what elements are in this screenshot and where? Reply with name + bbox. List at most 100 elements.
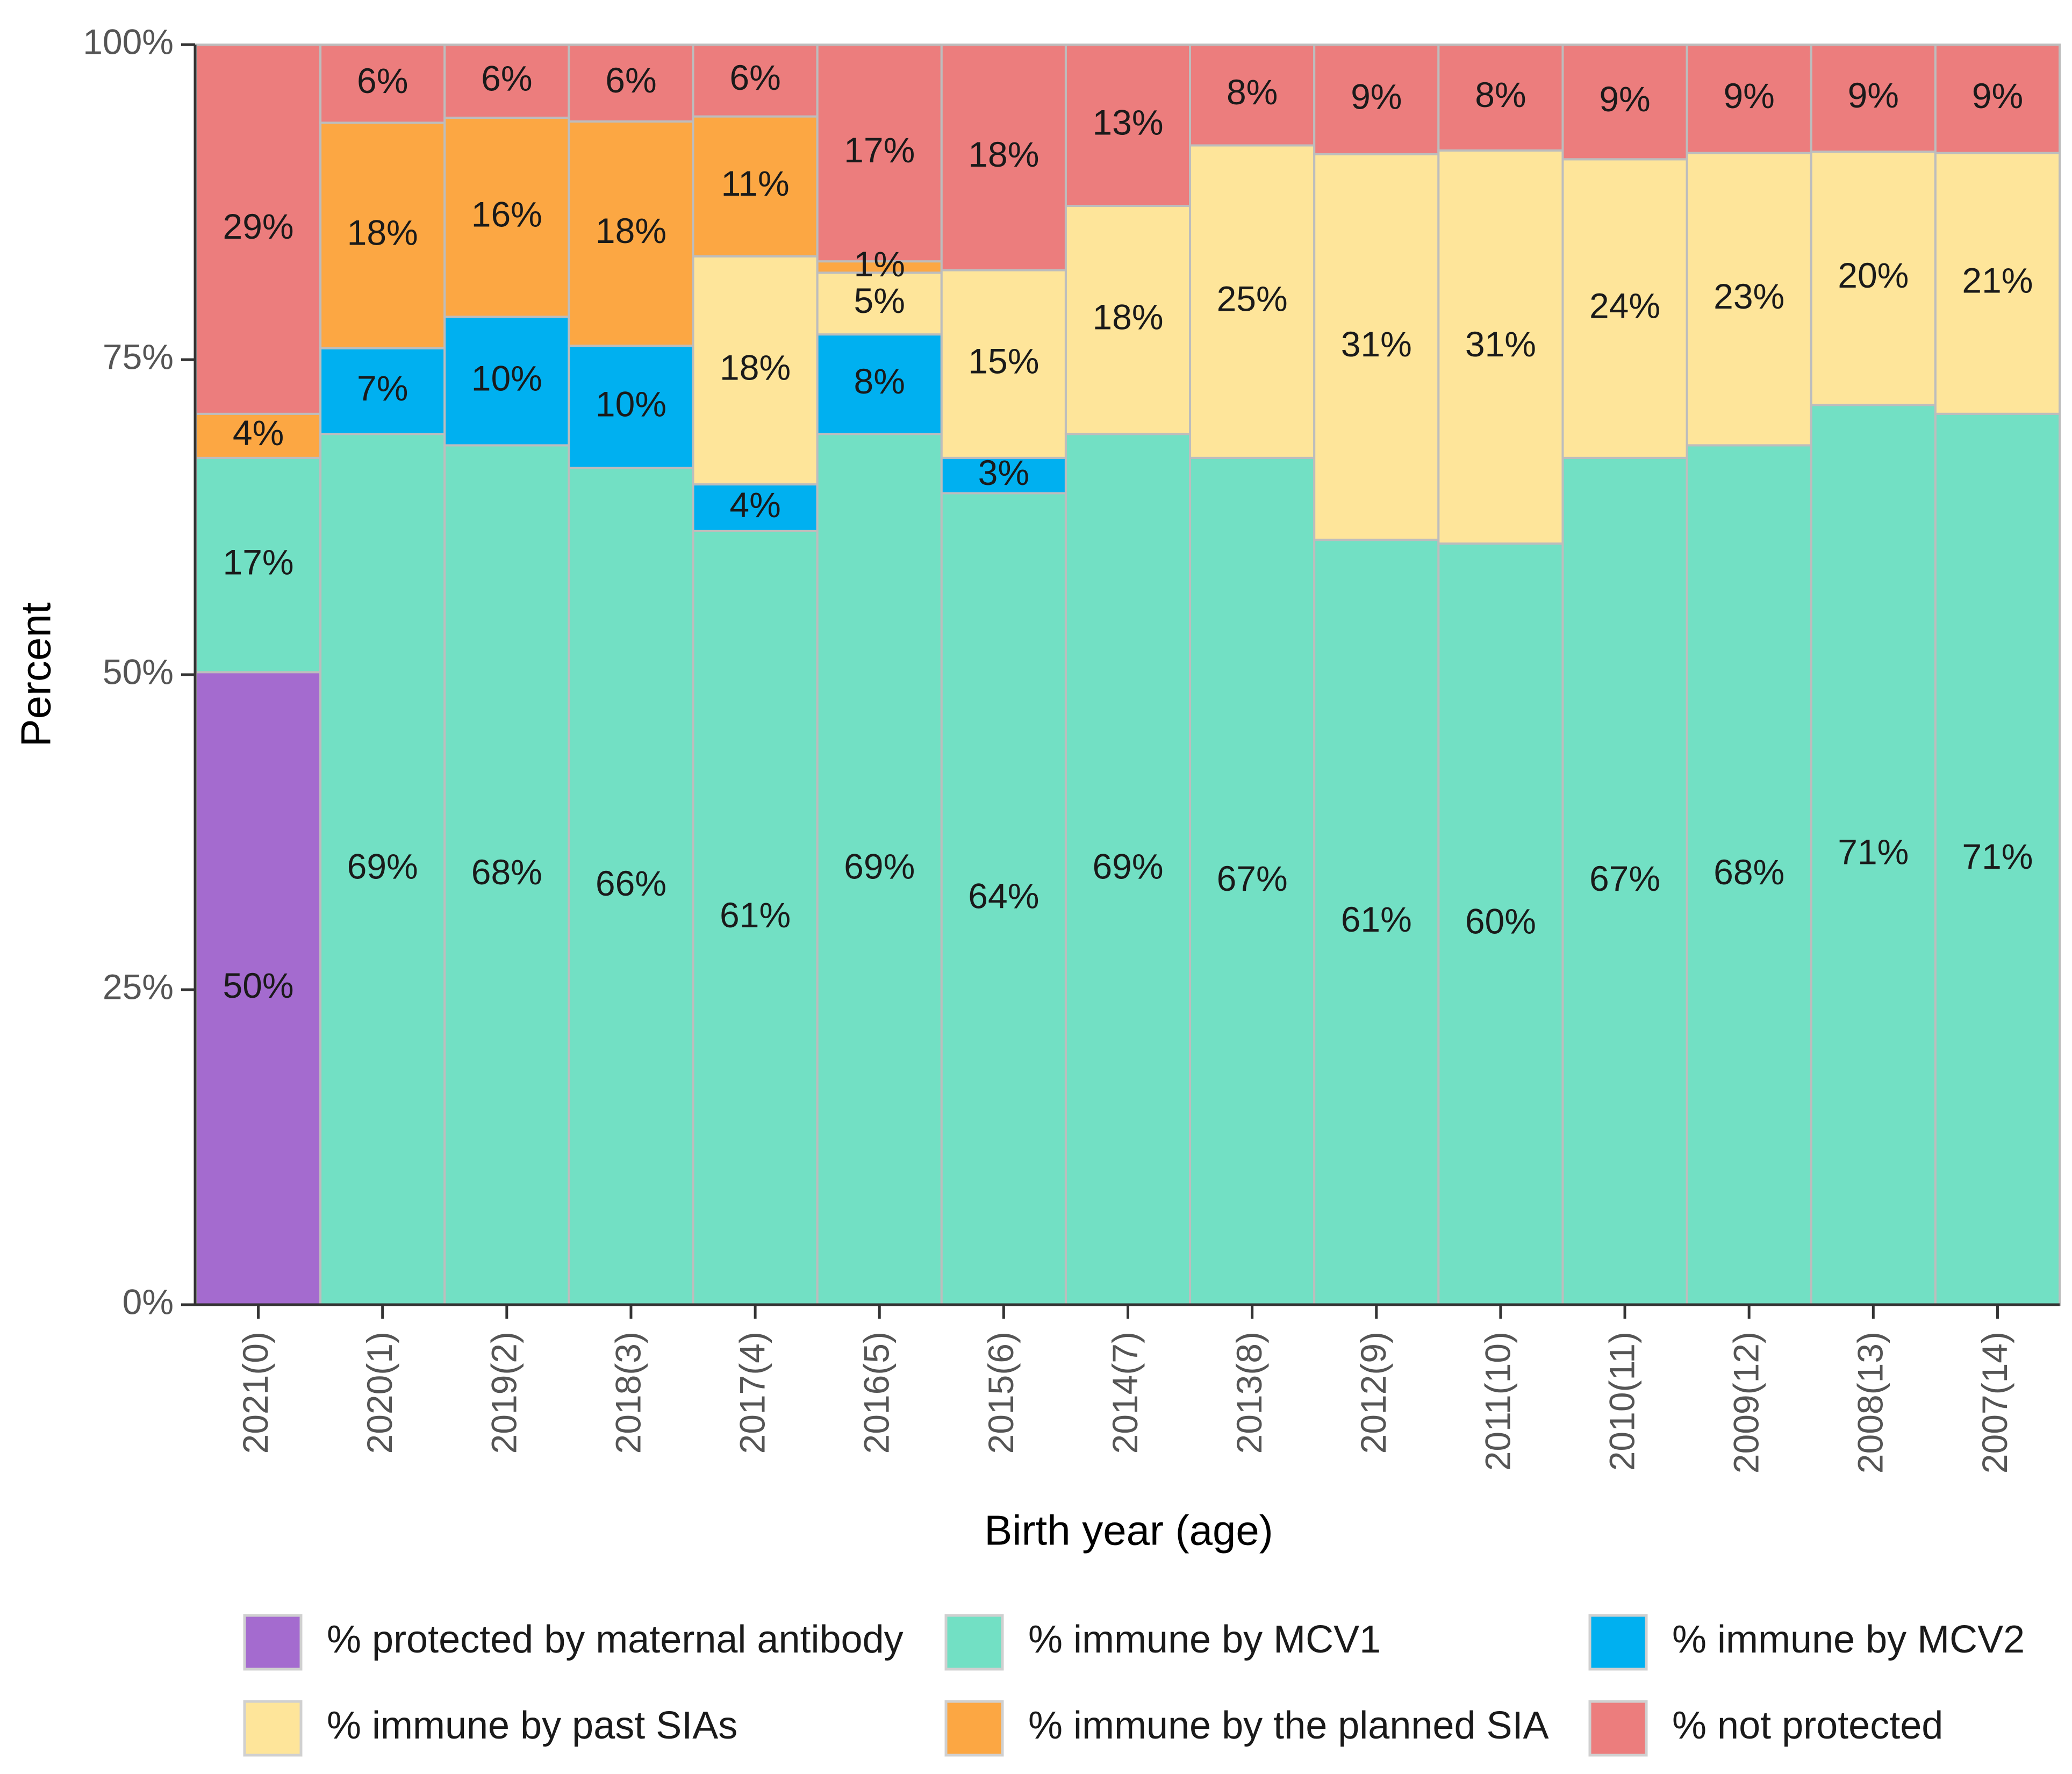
bar-segment-immune-by-mcv1-11 xyxy=(1561,456,1688,1306)
legend-swatch-immune-by-the-planned-sia xyxy=(944,1700,1004,1757)
bar-label-not-protected-11: 9% xyxy=(1599,79,1650,119)
x-tick-label-6: 2015(6) xyxy=(981,1332,1021,1454)
bar-segment-not-protected-0 xyxy=(195,44,322,415)
bar-segment-immune-by-mcv2-2 xyxy=(443,316,570,447)
bar-segment-not-protected-11 xyxy=(1561,44,1688,161)
bar-segment-immune-by-past-sias-12 xyxy=(1686,152,1812,447)
bar-segment-not-protected-4 xyxy=(692,44,819,118)
y-axis: 0% 25% 50% 75% 100% xyxy=(83,22,197,1321)
x-tick-label-12: 2009(12) xyxy=(1726,1332,1766,1473)
bar-label-immune-by-mcv1-4: 61% xyxy=(720,895,791,935)
bar-label-immune-by-past-sias-9: 31% xyxy=(1341,324,1412,364)
bar-label-immune-by-the-planned-sia-2: 16% xyxy=(471,195,542,234)
bar-label-immune-by-mcv1-5: 69% xyxy=(844,847,915,886)
bar-segment-not-protected-3 xyxy=(568,44,694,123)
bar-segment-not-protected-13 xyxy=(1810,44,1937,153)
bar-segment-immune-by-mcv1-8 xyxy=(1189,456,1316,1306)
bar-label-immune-by-mcv1-3: 66% xyxy=(596,863,666,903)
bar-label-not-protected-13: 9% xyxy=(1848,75,1899,115)
bar-label-immune-by-mcv2-3: 10% xyxy=(596,384,666,424)
bar-segment-immune-by-the-planned-sia-1 xyxy=(319,121,446,349)
bar-label-immune-by-mcv1-2: 68% xyxy=(471,852,542,892)
bar-label-immune-by-mcv2-2: 10% xyxy=(471,358,542,398)
bar-label-not-protected-4: 6% xyxy=(729,58,780,97)
bar-label-immune-by-mcv1-9: 61% xyxy=(1341,899,1412,939)
x-tick-label-10: 2011(10) xyxy=(1478,1332,1517,1471)
bar-label-not-protected-9: 9% xyxy=(1351,76,1402,116)
x-tick-label-3: 2018(3) xyxy=(608,1332,648,1454)
bar-segment-immune-by-mcv1-10 xyxy=(1437,542,1564,1306)
bar-label-immune-by-mcv1-6: 64% xyxy=(968,876,1039,916)
x-tick-label-0: 2021(0) xyxy=(235,1332,275,1454)
bar-label-immune-by-mcv2-1: 7% xyxy=(357,368,408,408)
bar-label-immune-by-past-sias-11: 24% xyxy=(1589,286,1660,326)
bar-segment-immune-by-past-sias-4 xyxy=(692,255,819,486)
bar-label-not-protected-12: 9% xyxy=(1723,76,1774,116)
x-tick-label-2: 2019(2) xyxy=(484,1332,524,1454)
bar-label-immune-by-mcv1-13: 71% xyxy=(1838,832,1909,872)
bar-segment-not-protected-14 xyxy=(1934,44,2061,154)
x-tick-label-13: 2008(13) xyxy=(1851,1332,1890,1473)
bar-segment-not-protected-6 xyxy=(940,44,1067,271)
bar-label-immune-by-the-planned-sia-0: 4% xyxy=(233,413,284,453)
legend-label-immune-by-mcv2: % immune by MCV2 xyxy=(1672,1618,2025,1661)
bar-segment-immune-by-past-sias-9 xyxy=(1313,153,1440,541)
bar-label-not-protected-2: 6% xyxy=(481,58,532,98)
bar-segment-not-protected-1 xyxy=(319,44,446,124)
x-axis: 2021(0) 2020(1) 2019(2) 2018(3) 2017(4) 2016(… xyxy=(195,1303,2060,1473)
bar-label-immune-by-the-planned-sia-5: 1% xyxy=(854,244,905,284)
bar-segment-not-protected-2 xyxy=(443,44,570,119)
bar-label-immune-by-past-sias-4: 18% xyxy=(720,347,791,387)
bar-label-not-protected-8: 8% xyxy=(1227,72,1278,112)
legend-swatch-immune-by-past-sias xyxy=(243,1700,303,1757)
bar-label-immune-by-mcv1-0: 17% xyxy=(223,542,294,582)
bar-segment-immune-by-mcv1-0 xyxy=(195,456,322,674)
bar-segment-immune-by-mcv1-14 xyxy=(1934,412,2061,1306)
bar-label-immune-by-past-sias-8: 25% xyxy=(1217,279,1288,319)
bar-segment-protected-by-maternal-antibody-0 xyxy=(195,671,322,1306)
x-tick-label-4: 2017(4) xyxy=(733,1332,772,1454)
bars-layer xyxy=(195,44,2061,1306)
bar-label-immune-by-past-sias-10: 31% xyxy=(1465,324,1536,364)
bar-label-protected-by-maternal-antibody-0: 50% xyxy=(223,965,294,1005)
bar-segment-immune-by-mcv1-3 xyxy=(568,467,694,1306)
legend-label-protected-by-maternal-antibody: % protected by maternal antibody xyxy=(327,1618,904,1661)
x-tick-label-7: 2014(7) xyxy=(1105,1332,1145,1454)
y-axis-title: Percent xyxy=(12,602,60,747)
bar-label-immune-by-mcv1-8: 67% xyxy=(1217,859,1288,898)
x-tick-label-8: 2013(8) xyxy=(1229,1332,1269,1454)
bar-label-immune-by-the-planned-sia-3: 18% xyxy=(596,211,666,251)
legend-swatch-immune-by-mcv2 xyxy=(1588,1614,1648,1671)
legend-label-immune-by-the-planned-sia: % immune by the planned SIA xyxy=(1028,1704,1549,1747)
bar-segment-immune-by-mcv2-5 xyxy=(816,333,943,435)
bar-segment-not-protected-10 xyxy=(1437,44,1564,152)
legend-swatch-immune-by-mcv1 xyxy=(944,1614,1004,1671)
bar-label-immune-by-mcv1-11: 67% xyxy=(1589,859,1660,898)
x-tick-label-1: 2020(1) xyxy=(360,1332,399,1454)
bar-segment-immune-by-mcv1-6 xyxy=(940,492,1067,1306)
legend-swatch-not-protected xyxy=(1588,1700,1648,1757)
bar-label-immune-by-past-sias-12: 23% xyxy=(1713,276,1784,316)
bar-label-immune-by-mcv1-10: 60% xyxy=(1465,902,1536,941)
bar-segment-immune-by-past-sias-7 xyxy=(1064,205,1192,435)
bar-segment-immune-by-the-planned-sia-4 xyxy=(692,115,819,257)
x-tick-label-11: 2010(11) xyxy=(1602,1332,1641,1471)
y-tick-label-3: 75% xyxy=(103,337,174,376)
bar-label-not-protected-5: 17% xyxy=(844,130,915,170)
bar-label-not-protected-6: 18% xyxy=(968,134,1039,174)
bar-label-not-protected-3: 6% xyxy=(605,60,656,100)
bar-label-immune-by-past-sias-5: 5% xyxy=(854,281,905,320)
x-tick-label-9: 2012(9) xyxy=(1353,1332,1393,1454)
bar-labels-layer: 50% 17% 4% 29% 69% 7% 18% 6% 68% 10% 16% 6% 66% 10% 18… xyxy=(223,58,2033,1005)
bar-label-immune-by-past-sias-14: 21% xyxy=(1962,261,2033,301)
bar-segment-immune-by-past-sias-14 xyxy=(1934,152,2061,415)
bar-label-immune-by-past-sias-7: 18% xyxy=(1092,297,1163,337)
bar-segment-immune-by-mcv2-1 xyxy=(319,347,446,435)
bar-label-immune-by-mcv2-5: 8% xyxy=(854,361,905,401)
bar-segment-not-protected-5 xyxy=(816,44,943,263)
bar-segment-immune-by-mcv1-4 xyxy=(692,530,819,1306)
bar-label-immune-by-mcv2-4: 4% xyxy=(729,485,780,525)
legend-label-not-protected: % not protected xyxy=(1672,1704,1943,1747)
